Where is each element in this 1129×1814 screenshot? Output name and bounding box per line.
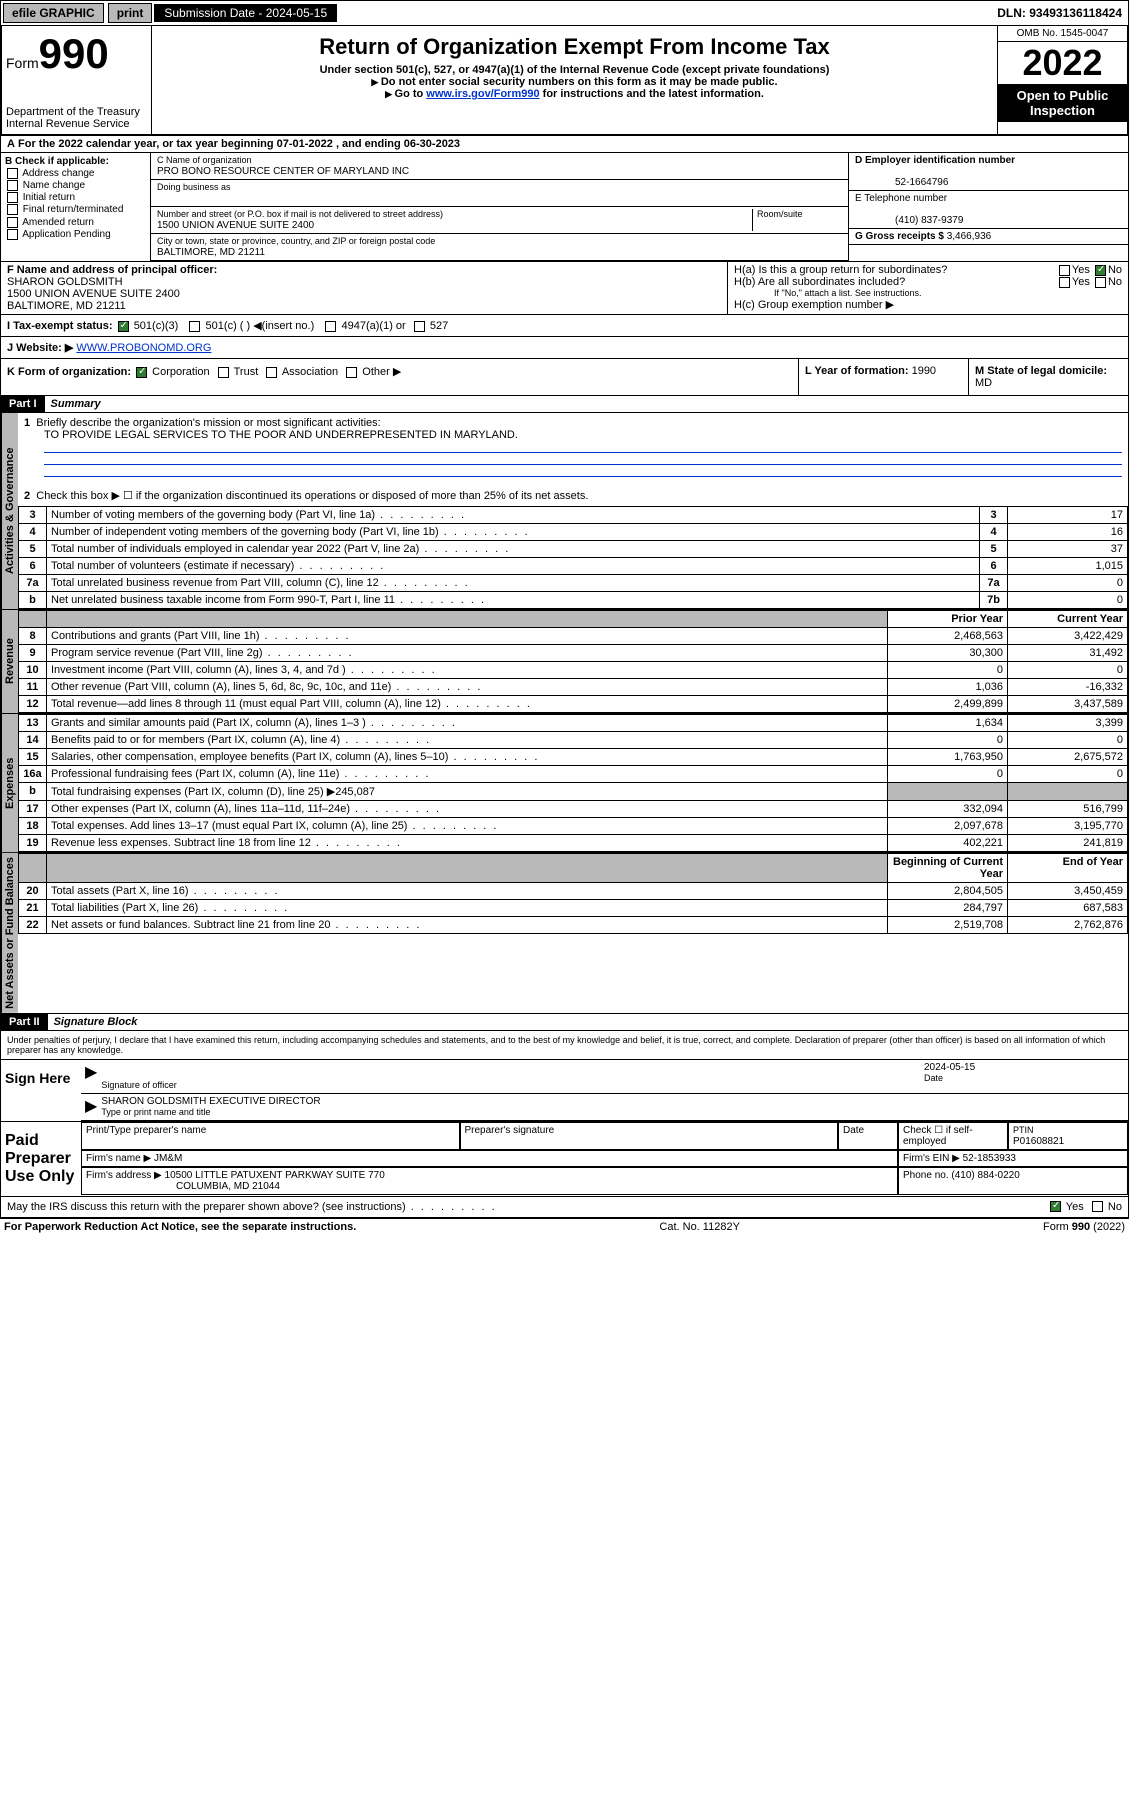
gov-row-4: 4Number of independent voting members of… [19, 524, 1128, 541]
rev-row-8: 8Contributions and grants (Part VIII, li… [19, 628, 1128, 645]
paid-preparer: Paid Preparer Use Only Print/Type prepar… [0, 1122, 1129, 1197]
rev-row-12: 12Total revenue—add lines 8 through 11 (… [19, 696, 1128, 713]
penalty-statement: Under penalties of perjury, I declare th… [0, 1031, 1129, 1060]
summary-section: Activities & Governance 1 Briefly descri… [0, 413, 1129, 610]
firm-name: JM&M [154, 1153, 182, 1164]
dept-label: Department of the Treasury Internal Reve… [6, 106, 147, 130]
block-g: G Gross receipts $ 3,466,936 [849, 229, 1128, 245]
tab-netassets: Net Assets or Fund Balances [1, 853, 18, 1013]
block-f-h: F Name and address of principal officer:… [0, 262, 1129, 315]
checkbox-final-return-terminated[interactable]: Final return/terminated [5, 204, 146, 215]
org-name: PRO BONO RESOURCE CENTER OF MARYLAND INC [157, 166, 409, 177]
exp-row-17: 17Other expenses (Part IX, column (A), l… [19, 801, 1128, 818]
form-number: Form990 [6, 30, 147, 78]
checkbox-initial-return[interactable]: Initial return [5, 192, 146, 203]
checkbox-name-change[interactable]: Name change [5, 180, 146, 191]
gov-row-3: 3Number of voting members of the governi… [19, 507, 1128, 524]
form-header: Form990 Department of the Treasury Inter… [0, 26, 1129, 136]
block-b: B Check if applicable: Address change Na… [1, 153, 151, 261]
netassets-section: Net Assets or Fund Balances Beginning of… [0, 853, 1129, 1014]
print-button[interactable]: print [108, 3, 153, 23]
mission-text: TO PROVIDE LEGAL SERVICES TO THE POOR AN… [44, 429, 518, 441]
netassets-table: Beginning of Current YearEnd of Year20To… [18, 853, 1128, 934]
omb-number: OMB No. 1545-0047 [998, 26, 1127, 42]
dln: DLN: 93493136118424 [991, 4, 1128, 22]
checkbox-application-pending[interactable]: Application Pending [5, 229, 146, 240]
exp-row-13: 13Grants and similar amounts paid (Part … [19, 715, 1128, 732]
501c3-checkbox[interactable] [118, 321, 129, 332]
tax-year: 2022 [998, 42, 1127, 84]
page-footer: For Paperwork Reduction Act Notice, see … [0, 1218, 1129, 1235]
open-inspection: Open to Public Inspection [998, 84, 1127, 122]
net-row-22: 22Net assets or fund balances. Subtract … [19, 917, 1128, 934]
topbar: efile GRAPHIC print Submission Date - 20… [0, 0, 1129, 26]
website-link[interactable]: WWW.PROBONOMD.ORG [76, 342, 211, 354]
governance-table: 3Number of voting members of the governi… [18, 506, 1128, 609]
discuss-yes[interactable] [1050, 1201, 1061, 1212]
irs-link[interactable]: www.irs.gov/Form990 [426, 88, 539, 100]
checkbox-address-change[interactable]: Address change [5, 168, 146, 179]
gov-row-7a: 7aTotal unrelated business revenue from … [19, 575, 1128, 592]
rev-row-10: 10Investment income (Part VIII, column (… [19, 662, 1128, 679]
tab-expenses: Expenses [1, 714, 18, 852]
sign-here: Sign Here Signature of officer 2024-05-1… [0, 1060, 1129, 1122]
expenses-table: 13Grants and similar amounts paid (Part … [18, 714, 1128, 852]
gov-row-7b: bNet unrelated business taxable income f… [19, 592, 1128, 609]
line-j: J Website: ▶ WWW.PROBONOMD.ORG [0, 337, 1129, 359]
block-h: H(a) Is this a group return for subordin… [728, 262, 1128, 314]
exp-row-b: bTotal fundraising expenses (Part IX, co… [19, 783, 1128, 801]
subtitle-2: Do not enter social security numbers on … [156, 76, 993, 88]
org-city: BALTIMORE, MD 21211 [157, 247, 265, 258]
block-d: D Employer identification number52-16647… [849, 153, 1128, 191]
subtitle-3: Go to www.irs.gov/Form990 for instructio… [156, 88, 993, 100]
net-row-21: 21Total liabilities (Part X, line 26)284… [19, 900, 1128, 917]
form-title: Return of Organization Exempt From Incom… [156, 34, 993, 60]
subtitle-1: Under section 501(c), 527, or 4947(a)(1)… [156, 64, 993, 76]
org-address: 1500 UNION AVENUE SUITE 2400 [157, 220, 314, 231]
block-c: C Name of organizationPRO BONO RESOURCE … [151, 153, 848, 261]
entity-block: B Check if applicable: Address change Na… [0, 153, 1129, 262]
line-klm: K Form of organization: Corporation Trus… [0, 359, 1129, 396]
net-row-20: 20Total assets (Part X, line 16)2,804,50… [19, 883, 1128, 900]
exp-row-14: 14Benefits paid to or for members (Part … [19, 732, 1128, 749]
checkbox-amended-return[interactable]: Amended return [5, 217, 146, 228]
line-i: I Tax-exempt status: 501(c)(3) 501(c) ( … [0, 315, 1129, 337]
calendar-year-line: A For the 2022 calendar year, or tax yea… [0, 136, 1129, 153]
rev-row-11: 11Other revenue (Part VIII, column (A), … [19, 679, 1128, 696]
rev-row-9: 9Program service revenue (Part VIII, lin… [19, 645, 1128, 662]
part2-header: Part IISignature Block [0, 1014, 1129, 1031]
part1-header: Part ISummary [0, 396, 1129, 413]
discuss-no[interactable] [1092, 1201, 1103, 1212]
gov-row-5: 5Total number of individuals employed in… [19, 541, 1128, 558]
officer-name: SHARON GOLDSMITH [7, 276, 123, 288]
exp-row-19: 19Revenue less expenses. Subtract line 1… [19, 835, 1128, 852]
revenue-section: Revenue Prior YearCurrent Year8Contribut… [0, 610, 1129, 714]
tab-revenue: Revenue [1, 610, 18, 713]
exp-row-16a: 16aProfessional fundraising fees (Part I… [19, 766, 1128, 783]
signer-name: SHARON GOLDSMITH EXECUTIVE DIRECTOR [101, 1096, 320, 1107]
block-e: E Telephone number(410) 837-9379 [849, 191, 1128, 229]
submission-date: Submission Date - 2024-05-15 [154, 4, 337, 22]
efile-button[interactable]: efile GRAPHIC [3, 3, 104, 23]
expenses-section: Expenses 13Grants and similar amounts pa… [0, 714, 1129, 853]
tab-governance: Activities & Governance [1, 413, 18, 609]
exp-row-15: 15Salaries, other compensation, employee… [19, 749, 1128, 766]
discuss-line: May the IRS discuss this return with the… [0, 1197, 1129, 1218]
revenue-table: Prior YearCurrent Year8Contributions and… [18, 610, 1128, 713]
gov-row-6: 6Total number of volunteers (estimate if… [19, 558, 1128, 575]
exp-row-18: 18Total expenses. Add lines 13–17 (must … [19, 818, 1128, 835]
